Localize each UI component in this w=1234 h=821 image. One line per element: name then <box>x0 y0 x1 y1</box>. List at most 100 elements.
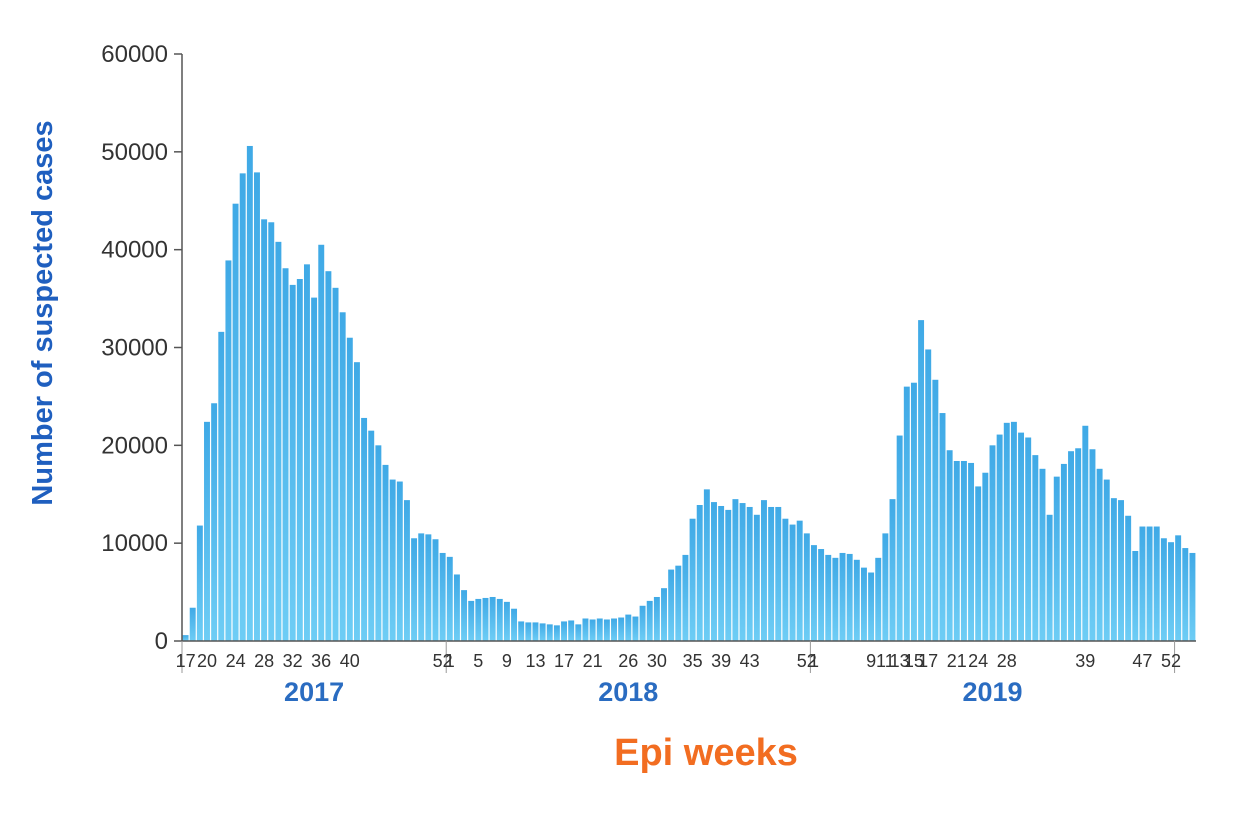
bar <box>375 445 382 641</box>
bar <box>818 549 825 641</box>
bar <box>403 500 410 641</box>
bar <box>689 518 696 641</box>
bar <box>939 413 946 641</box>
bar <box>1168 542 1174 641</box>
bar <box>1039 468 1046 641</box>
bar <box>318 244 325 641</box>
x-tick-label: 28 <box>997 651 1017 671</box>
bar <box>1096 468 1103 641</box>
bar <box>411 538 418 641</box>
bar <box>254 172 260 641</box>
bar <box>1118 500 1124 641</box>
bar <box>1010 421 1017 641</box>
x-tick-label: 17 <box>918 651 938 671</box>
y-tick-label: 60000 <box>101 41 168 68</box>
bar <box>1189 552 1196 641</box>
bar <box>1103 479 1110 641</box>
bar <box>239 173 246 642</box>
x-tick-label: 13 <box>890 651 910 671</box>
bar <box>803 533 810 641</box>
bar <box>1160 538 1167 641</box>
bar <box>1089 449 1096 641</box>
bar <box>389 479 396 641</box>
bar <box>382 464 389 641</box>
bar <box>503 601 510 641</box>
y-tick-label: 10000 <box>101 530 168 557</box>
bar <box>575 624 582 641</box>
x-tick-label: 26 <box>618 651 638 671</box>
bar <box>546 624 553 641</box>
bar <box>825 554 832 641</box>
x-tick-label: 5 <box>473 651 483 671</box>
x-tick-label: 1 <box>809 651 819 671</box>
bar <box>768 506 775 641</box>
bar <box>489 596 496 641</box>
bar <box>211 403 218 641</box>
y-tick-label: 40000 <box>101 237 168 264</box>
x-tick-label: 11 <box>876 651 895 671</box>
bar <box>311 297 318 641</box>
bar <box>996 434 1003 641</box>
bar <box>603 619 610 641</box>
bar <box>246 145 253 641</box>
bar <box>896 435 903 641</box>
x-tick-label: 24 <box>968 651 988 671</box>
bar <box>1125 515 1132 641</box>
bar <box>910 382 917 641</box>
bar <box>711 502 717 641</box>
bar <box>475 598 482 641</box>
x-tick-label: 47 <box>1132 651 1152 671</box>
bar <box>361 417 368 641</box>
bar <box>525 622 532 641</box>
bar <box>789 524 796 641</box>
bar <box>589 619 596 641</box>
bar <box>675 565 682 641</box>
x-tick-label: 9 <box>866 651 876 671</box>
x-tick-label: 30 <box>647 651 667 671</box>
bar <box>696 505 703 641</box>
bar <box>446 556 453 641</box>
bar <box>1153 526 1160 641</box>
bar <box>1082 425 1089 641</box>
bar <box>1075 448 1082 641</box>
bar <box>975 486 982 641</box>
bar <box>918 320 925 641</box>
bar <box>668 569 675 641</box>
axes-group <box>174 53 1196 673</box>
bar <box>1025 437 1032 641</box>
bar <box>418 533 425 641</box>
bar <box>439 552 446 641</box>
bars-group <box>182 145 1196 642</box>
x-tick-label: 1 <box>445 651 455 671</box>
bar <box>953 460 960 641</box>
x-tick-label: 40 <box>340 651 360 671</box>
bar <box>611 618 617 641</box>
bar <box>296 279 303 641</box>
bar <box>1139 526 1146 641</box>
bar <box>596 618 603 641</box>
bar <box>461 590 468 641</box>
bar <box>1018 432 1025 641</box>
bar <box>925 349 932 641</box>
bar <box>646 600 653 641</box>
bar <box>725 509 732 641</box>
bar <box>496 598 503 641</box>
x-tick-label: 9 <box>502 651 512 671</box>
bar <box>582 618 589 641</box>
bar <box>682 554 689 641</box>
y-tick-label: 20000 <box>101 432 168 459</box>
bar <box>1068 451 1074 641</box>
bar <box>225 260 232 641</box>
bar <box>511 608 518 641</box>
bar <box>796 520 803 641</box>
bar <box>453 574 460 641</box>
bar <box>303 264 310 641</box>
x-tick-label: 36 <box>311 651 331 671</box>
bar <box>860 567 867 642</box>
x-tick-label: 20 <box>197 651 217 671</box>
bar <box>1182 548 1189 641</box>
bar <box>932 379 939 641</box>
bar <box>960 460 967 641</box>
bar <box>425 534 432 641</box>
bar <box>482 597 489 641</box>
